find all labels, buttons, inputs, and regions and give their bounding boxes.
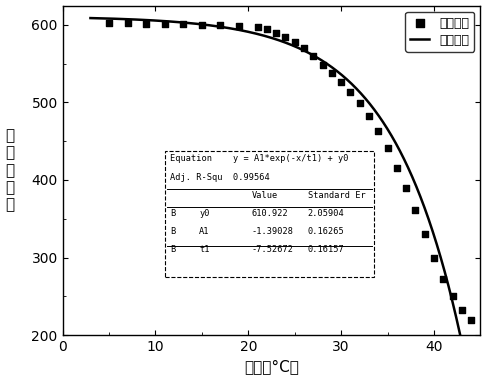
测量数据 xyxy=(235,23,243,29)
Text: -7.52672: -7.52672 xyxy=(251,245,294,254)
测量数据 xyxy=(458,307,466,313)
X-axis label: 温度（°C）: 温度（°C） xyxy=(244,359,299,374)
测量数据 xyxy=(217,22,225,28)
拟合曲线 xyxy=(87,16,93,21)
测量数据 xyxy=(328,70,336,76)
测量数据 xyxy=(198,22,206,28)
Text: B: B xyxy=(170,227,175,236)
Line: 拟合曲线: 拟合曲线 xyxy=(90,18,481,380)
拟合曲线 xyxy=(395,144,400,149)
测量数据 xyxy=(281,33,289,40)
测量数据 xyxy=(142,21,150,27)
Text: 2.05904: 2.05904 xyxy=(308,209,345,218)
测量数据 xyxy=(393,165,401,171)
测量数据 xyxy=(337,79,345,85)
拟合曲线 xyxy=(466,376,472,380)
测量数据 xyxy=(356,100,364,106)
Text: Equation    y = A1*exp(-x/t1) + y0: Equation y = A1*exp(-x/t1) + y0 xyxy=(170,155,348,163)
Text: Value: Value xyxy=(251,191,278,200)
测量数据 xyxy=(161,21,169,27)
测量数据 xyxy=(467,317,475,323)
测量数据 xyxy=(365,112,373,119)
Legend: 测量数据, 拟合曲线: 测量数据, 拟合曲线 xyxy=(405,12,474,52)
测量数据 xyxy=(319,62,327,68)
Text: Standard Er: Standard Er xyxy=(308,191,365,200)
测量数据 xyxy=(254,24,261,30)
测量数据 xyxy=(439,276,447,282)
测量数据 xyxy=(263,26,271,32)
测量数据 xyxy=(179,21,187,27)
测量数据 xyxy=(412,207,419,213)
测量数据 xyxy=(421,231,429,237)
拟合曲线 xyxy=(277,38,283,43)
测量数据 xyxy=(384,145,392,151)
Text: y0: y0 xyxy=(199,209,210,218)
FancyBboxPatch shape xyxy=(165,150,374,277)
Text: A1: A1 xyxy=(199,227,210,236)
测量数据 xyxy=(402,185,410,191)
测量数据 xyxy=(291,39,298,45)
Text: Adj. R-Squ  0.99564: Adj. R-Squ 0.99564 xyxy=(170,173,270,182)
测量数据 xyxy=(310,53,317,59)
测量数据 xyxy=(347,89,354,95)
测量数据 xyxy=(449,293,456,299)
测量数据 xyxy=(300,45,308,51)
测量数据 xyxy=(124,21,132,27)
Text: 0.16157: 0.16157 xyxy=(308,245,345,254)
测量数据 xyxy=(374,128,382,134)
测量数据 xyxy=(105,21,113,27)
Text: B: B xyxy=(170,209,175,218)
Text: t1: t1 xyxy=(199,245,210,254)
Text: 610.922: 610.922 xyxy=(251,209,288,218)
Text: -1.39028: -1.39028 xyxy=(251,227,294,236)
拟合曲线 xyxy=(466,375,472,380)
拟合曲线 xyxy=(267,35,273,40)
测量数据 xyxy=(272,30,280,36)
拟合曲线 xyxy=(107,16,113,21)
Text: 0.16265: 0.16265 xyxy=(308,227,345,236)
测量数据 xyxy=(430,255,438,261)
Text: B: B xyxy=(170,245,175,254)
Y-axis label: 能
谱
道
评
値: 能 谱 道 评 値 xyxy=(5,128,15,212)
